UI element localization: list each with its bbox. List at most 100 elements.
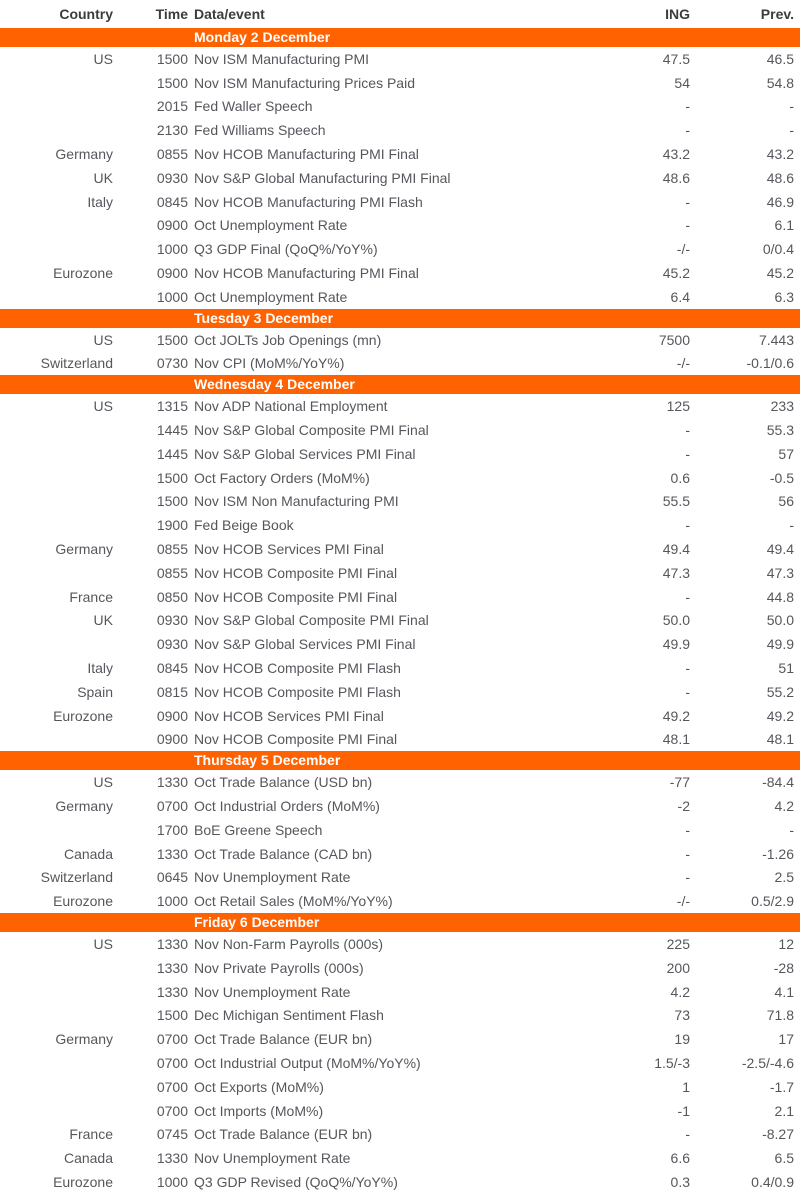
time-cell: 0845 xyxy=(156,193,188,210)
event-cell: Oct Imports (MoM%) xyxy=(194,1102,324,1119)
column-header-data-event: Data/event xyxy=(194,6,265,22)
event-cell: Oct Trade Balance (EUR bn) xyxy=(194,1126,373,1143)
event-cell: Fed Beige Book xyxy=(194,517,294,534)
event-cell: Fed Waller Speech xyxy=(194,98,313,115)
previous-value-cell: 46.5 xyxy=(766,50,794,67)
country-cell: Eurozone xyxy=(53,707,113,724)
time-cell: 0900 xyxy=(156,217,188,234)
ing-forecast-cell: 50.0 xyxy=(662,612,690,629)
ing-forecast-cell: -1 xyxy=(677,1102,690,1119)
time-cell: 0930 xyxy=(156,636,188,653)
previous-value-cell: 7.443 xyxy=(758,331,794,348)
table-body: Monday 2 December US 1500 Nov ISM Manufactu… xyxy=(0,28,800,1194)
previous-value-cell: -0.1/0.6 xyxy=(746,355,794,372)
ing-forecast-cell: 7500 xyxy=(658,331,690,348)
time-cell: 1000 xyxy=(156,893,188,910)
time-cell: 1500 xyxy=(156,50,188,67)
previous-value-cell: 6.5 xyxy=(774,1150,794,1167)
event-cell: Nov Private Payrolls (000s) xyxy=(194,959,364,976)
ing-forecast-cell: 0.6 xyxy=(670,469,690,486)
ing-forecast-cell: -/- xyxy=(676,355,690,372)
ing-forecast-cell: - xyxy=(685,517,690,534)
table-row: Eurozone 1000 Oct Retail Sales (MoM%/YoY%)… xyxy=(0,889,800,913)
time-cell: 1700 xyxy=(156,821,188,838)
country-cell: Italy xyxy=(87,660,113,677)
previous-value-cell: 0.4/0.9 xyxy=(751,1173,794,1190)
country-cell: Germany xyxy=(55,541,113,558)
country-cell: Canada xyxy=(63,1150,113,1167)
country-cell: UK xyxy=(93,612,113,629)
ing-forecast-cell: 48.6 xyxy=(662,169,690,186)
country-cell: US xyxy=(93,331,113,348)
previous-value-cell: 56 xyxy=(778,493,794,510)
time-cell: 0845 xyxy=(156,660,188,677)
time-cell: 1330 xyxy=(156,1150,188,1167)
time-cell: 1445 xyxy=(156,445,188,462)
event-cell: Oct Trade Balance (CAD bn) xyxy=(194,845,373,862)
country-cell: France xyxy=(69,1126,113,1143)
time-cell: 0815 xyxy=(156,683,188,700)
day-section-title: Wednesday 4 December xyxy=(194,376,355,393)
country-cell: Canada xyxy=(63,845,113,862)
country-cell: Italy xyxy=(87,193,113,210)
table-row: Eurozone 1000 Q3 GDP Revised (QoQ%/YoY%) 0.… xyxy=(0,1170,800,1194)
day-section-band: Thursday 5 December xyxy=(0,751,800,771)
table-row: US 1315 Nov ADP National Employment 125 233 xyxy=(0,394,800,418)
previous-value-cell: 49.9 xyxy=(766,636,794,653)
ing-forecast-cell: - xyxy=(685,845,690,862)
table-row: Germany 0855 Nov HCOB Services PMI Final 49… xyxy=(0,537,800,561)
previous-value-cell: -0.5 xyxy=(769,469,794,486)
previous-value-cell: - xyxy=(789,517,794,534)
country-cell: Eurozone xyxy=(53,265,113,282)
ing-forecast-cell: - xyxy=(685,422,690,439)
table-row: Canada 1330 Oct Trade Balance (CAD bn) - -1.… xyxy=(0,842,800,866)
previous-value-cell: -1.26 xyxy=(762,845,794,862)
previous-value-cell: -84.4 xyxy=(762,774,794,791)
time-cell: 1330 xyxy=(156,959,188,976)
ing-forecast-cell: - xyxy=(685,683,690,700)
ing-forecast-cell: - xyxy=(685,821,690,838)
time-cell: 2130 xyxy=(156,122,188,139)
ing-forecast-cell: 0.3 xyxy=(670,1173,690,1190)
time-cell: 1000 xyxy=(156,241,188,258)
day-section-title: Thursday 5 December xyxy=(194,752,341,769)
time-cell: 0700 xyxy=(156,1031,188,1048)
event-cell: Oct Factory Orders (MoM%) xyxy=(194,469,370,486)
previous-value-cell: 55.2 xyxy=(766,683,794,700)
table-row: US 1330 Oct Trade Balance (USD bn) -77 -84.4 xyxy=(0,770,800,794)
table-header-row: Country Time Data/event ING Prev. xyxy=(0,0,800,28)
table-row: 1330 Nov Unemployment Rate 4.2 4.1 xyxy=(0,980,800,1004)
ing-forecast-cell: -/- xyxy=(676,241,690,258)
time-cell: 1500 xyxy=(156,74,188,91)
table-row: Switzerland 0645 Nov Unemployment Rate - 2.5 xyxy=(0,866,800,890)
ing-forecast-cell: - xyxy=(685,445,690,462)
ing-forecast-cell: - xyxy=(685,588,690,605)
ing-forecast-cell: - xyxy=(685,98,690,115)
ing-forecast-cell: -/- xyxy=(676,893,690,910)
event-cell: Nov S&P Global Composite PMI Final xyxy=(194,612,429,629)
previous-value-cell: 12 xyxy=(778,935,794,952)
ing-forecast-cell: 54 xyxy=(674,74,690,91)
table-row: 0700 Oct Exports (MoM%) 1 -1.7 xyxy=(0,1075,800,1099)
ing-forecast-cell: -2 xyxy=(677,798,690,814)
table-row: Germany 0700 Oct Trade Balance (EUR bn) 19 1… xyxy=(0,1027,800,1051)
previous-value-cell: 0/0.4 xyxy=(762,241,794,258)
ing-forecast-cell: 47.3 xyxy=(662,564,690,581)
event-cell: Oct JOLTs Job Openings (mn) xyxy=(194,331,382,348)
country-cell: Eurozone xyxy=(53,893,113,910)
table-row: 1700 BoE Greene Speech - - xyxy=(0,818,800,842)
event-cell: Fed Williams Speech xyxy=(194,122,326,139)
time-cell: 0930 xyxy=(156,612,188,629)
ing-forecast-cell: 4.2 xyxy=(670,983,690,1000)
event-cell: Q3 GDP Revised (QoQ%/YoY%) xyxy=(194,1173,398,1190)
time-cell: 1330 xyxy=(156,983,188,1000)
country-cell: US xyxy=(93,935,113,952)
event-cell: Nov CPI (MoM%/YoY%) xyxy=(194,355,345,372)
time-cell: 1330 xyxy=(156,774,188,791)
event-cell: Nov HCOB Manufacturing PMI Final xyxy=(194,146,419,163)
event-cell: Q3 GDP Final (QoQ%/YoY%) xyxy=(194,241,378,258)
column-header-prev: Prev. xyxy=(760,6,794,22)
table-row: 0855 Nov HCOB Composite PMI Final 47.3 47.3 xyxy=(0,561,800,585)
table-row: 0930 Nov S&P Global Services PMI Final 49.… xyxy=(0,632,800,656)
time-cell: 1500 xyxy=(156,469,188,486)
